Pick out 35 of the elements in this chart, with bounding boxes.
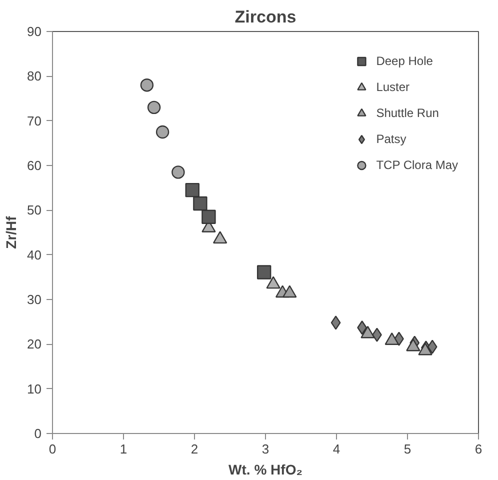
x-tick-label: 6 (474, 442, 482, 456)
point (330, 316, 341, 330)
point (147, 100, 161, 114)
y-tick-label: 0 (34, 426, 42, 441)
y-tick-label: 60 (27, 158, 42, 173)
point (256, 265, 272, 280)
legend-label: Deep Hole (376, 54, 433, 68)
x-tick-label: 1 (120, 442, 128, 456)
chart-title: Zircons (234, 8, 296, 26)
y-tick-label: 20 (27, 336, 42, 352)
legend-label: TCP Clora May (376, 158, 458, 172)
y-axis-title: Zr/Hf (3, 216, 20, 249)
x-tick-label: 3 (262, 442, 270, 456)
y-tick-label: 80 (27, 68, 42, 84)
point (202, 210, 216, 224)
legend-label: Shuttle Run (376, 106, 439, 120)
point (156, 125, 170, 139)
x-tick-label: 0 (48, 442, 56, 456)
point (427, 340, 438, 354)
y-tick-label: 90 (27, 24, 42, 39)
y-tick-label: 50 (27, 202, 42, 218)
point (172, 166, 185, 179)
legend-label: Patsy (376, 132, 406, 146)
y-tick-label: 40 (27, 247, 42, 262)
y-tick-label: 70 (27, 113, 42, 128)
point (140, 78, 154, 92)
y-tick-label: 30 (27, 292, 42, 307)
x-tick-label: 4 (332, 442, 340, 456)
x-tick-label: 5 (404, 442, 412, 456)
point (193, 196, 208, 211)
point (185, 182, 200, 198)
y-tick-label: 10 (27, 381, 42, 396)
legend-label: Luster (376, 80, 410, 94)
x-axis-title: Wt. % HfO₂ (228, 462, 302, 478)
x-tick-label: 2 (190, 442, 198, 456)
